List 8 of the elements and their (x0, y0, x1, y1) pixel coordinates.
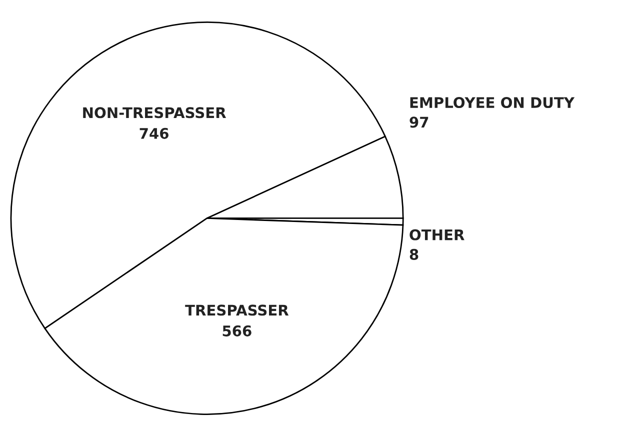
data-label: 566 (222, 325, 252, 336)
data-label: 746 (140, 128, 168, 139)
slice-label: TRESPASSER (185, 304, 289, 316)
slice-label: OTHER (410, 229, 464, 240)
slice-label: EMPLOYEE ON DUTY (410, 97, 575, 108)
data-label: 97 (410, 116, 428, 128)
slice-label: NON-TRESPASSER (83, 107, 226, 118)
data-label: 8 (410, 248, 418, 260)
